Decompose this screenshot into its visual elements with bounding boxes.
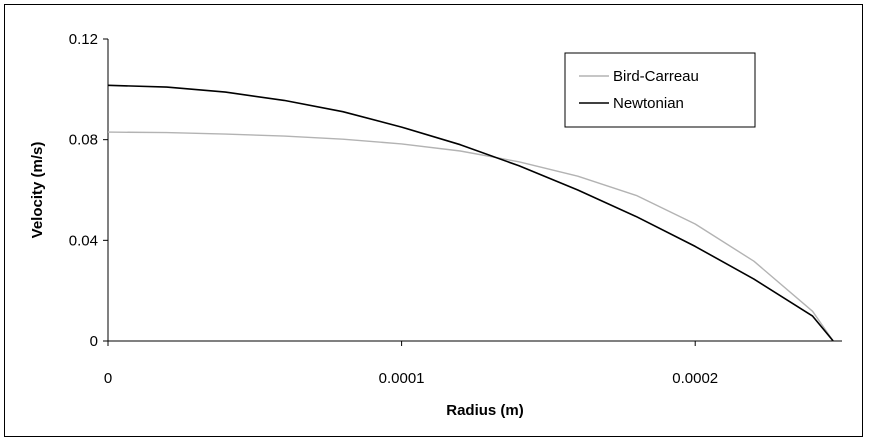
axes bbox=[107, 39, 842, 342]
ticks: 0 0.04 0.08 0.12 0 0.0001 0.0002 bbox=[69, 31, 718, 387]
y-axis-title: Velocity (m/s) bbox=[29, 142, 46, 239]
legend-label: Bird-Carreau bbox=[613, 68, 699, 85]
legend: Bird-Carreau Newtonian bbox=[564, 52, 756, 128]
series-line-bird-carreau bbox=[107, 131, 834, 342]
x-tick-label: 0.0002 bbox=[672, 370, 718, 387]
y-tick-label: 0.04 bbox=[69, 232, 98, 249]
y-tick-label: 0.08 bbox=[69, 132, 98, 149]
x-tick-label: 0.0001 bbox=[379, 370, 425, 387]
legend-box bbox=[564, 52, 756, 128]
legend-label: Newtonian bbox=[613, 95, 684, 112]
velocity-profile-chart: 0 0.04 0.08 0.12 0 0.0001 0.0002 Radius (m) Ve… bbox=[29, 31, 842, 419]
y-tick-label: 0.12 bbox=[69, 31, 98, 48]
series-line-newtonian bbox=[107, 84, 834, 342]
chart-frame: 0 0.04 0.08 0.12 0 0.0001 0.0002 Radius (m) Ve… bbox=[4, 4, 863, 437]
series-layer bbox=[107, 84, 834, 342]
x-tick-label: 0 bbox=[104, 370, 112, 387]
y-tick-label: 0 bbox=[90, 333, 98, 350]
x-axis-title: Radius (m) bbox=[446, 402, 524, 419]
